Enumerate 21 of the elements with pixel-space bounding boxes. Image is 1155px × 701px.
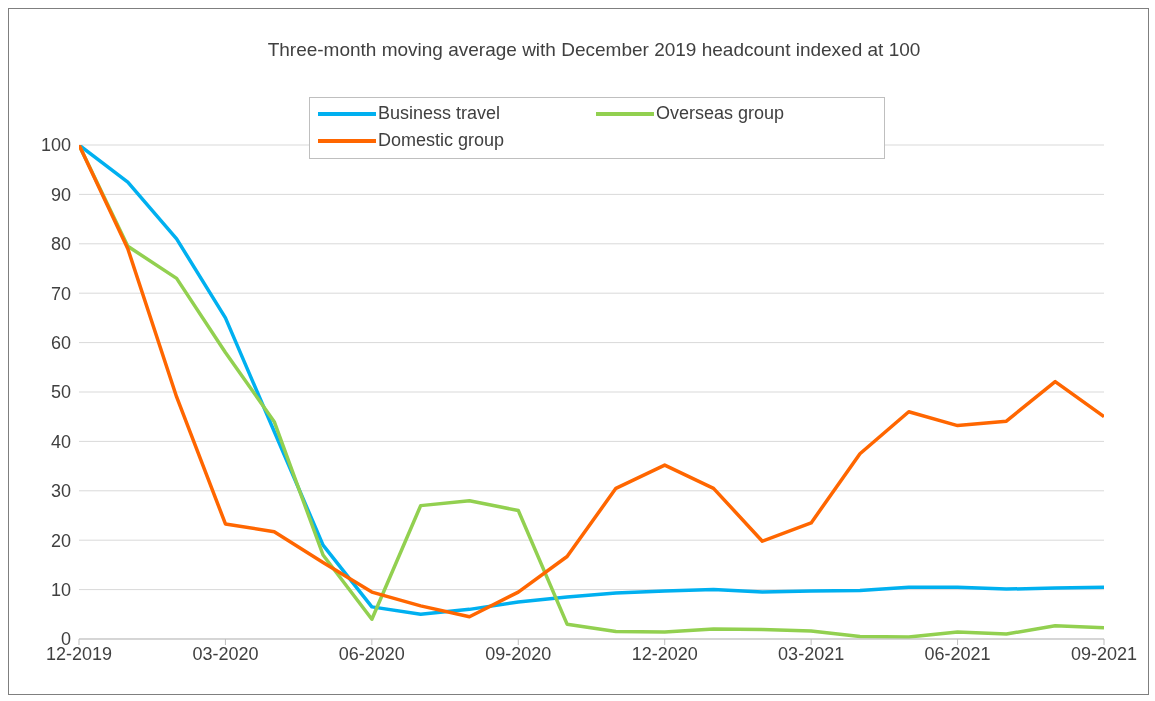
legend-label: Domestic group (378, 130, 505, 151)
y-tick-label: 20 (50, 530, 71, 551)
chart-title: Three-month moving average with December 2019 headcount indexed at 100 (266, 39, 922, 61)
legend-label: Business travel (378, 103, 501, 124)
y-tick-label: 100 (40, 135, 71, 156)
y-tick-label: 90 (50, 184, 71, 205)
y-tick-label: 40 (50, 431, 71, 452)
y-tick-label: 70 (50, 283, 71, 304)
x-tick-label: 03-2021 (778, 643, 845, 664)
x-tick-label: 03-2020 (192, 643, 259, 664)
y-tick-label: 80 (50, 234, 71, 255)
x-tick-label: 09-2020 (485, 643, 552, 664)
legend-label: Overseas group (656, 103, 785, 124)
x-tick-label: 09-2021 (1070, 643, 1138, 664)
y-tick-label: 60 (50, 332, 71, 353)
y-tick-label: 30 (50, 481, 71, 502)
y-tick-label: 10 (50, 579, 71, 600)
x-tick-label: 06-2020 (338, 643, 405, 664)
x-tick-label: 12-2020 (631, 643, 698, 664)
x-tick-label: 06-2021 (924, 643, 991, 664)
y-tick-label: 50 (50, 382, 71, 403)
